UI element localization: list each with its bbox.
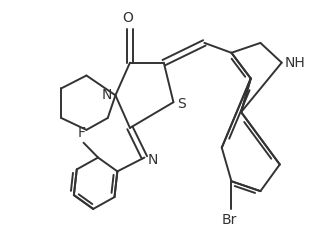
Text: N: N bbox=[101, 88, 112, 102]
Text: F: F bbox=[78, 126, 86, 140]
Text: NH: NH bbox=[285, 56, 305, 70]
Text: N: N bbox=[147, 153, 158, 167]
Text: S: S bbox=[177, 97, 186, 111]
Text: Br: Br bbox=[222, 213, 237, 227]
Text: O: O bbox=[122, 11, 133, 25]
